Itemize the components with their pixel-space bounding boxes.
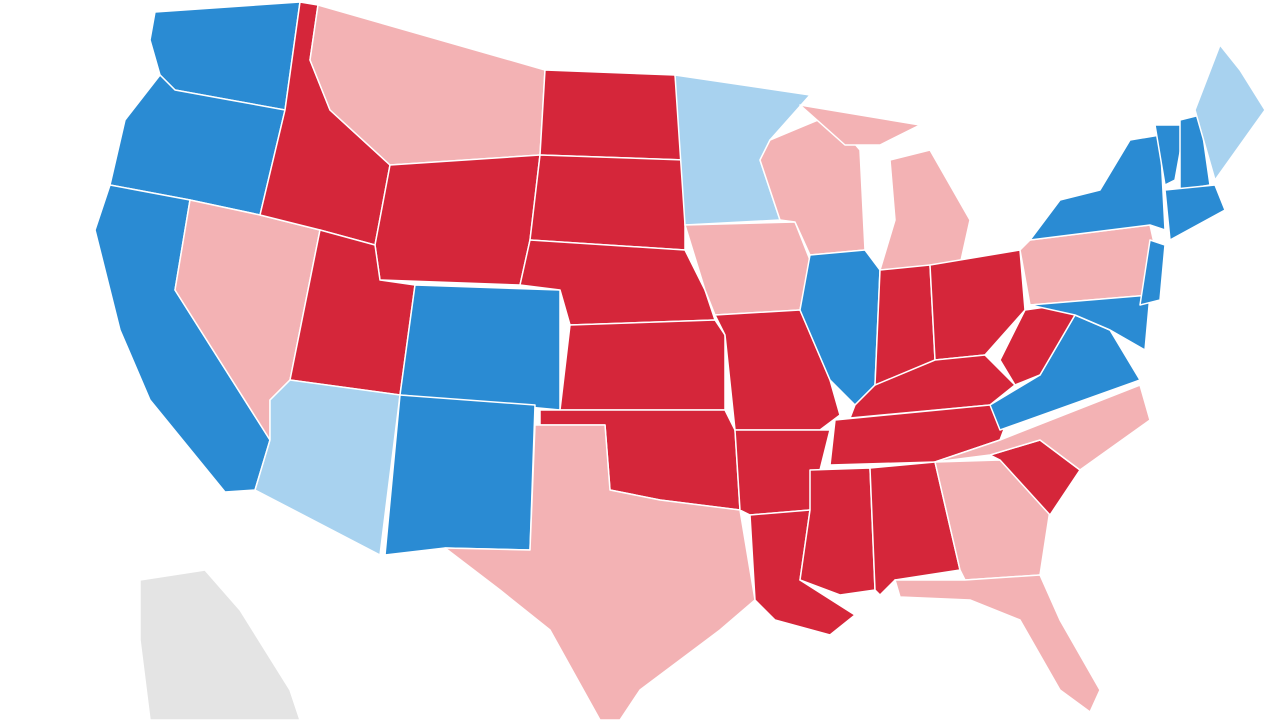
state-ak	[139, 569, 301, 720]
state-oh	[929, 249, 1026, 361]
state-nj	[1139, 239, 1166, 306]
state-sd	[529, 154, 686, 251]
state-me	[1194, 44, 1266, 181]
state-ma	[1164, 184, 1226, 241]
state-ks	[559, 319, 726, 411]
state-nc	[934, 384, 1151, 471]
state-ny	[1029, 134, 1166, 241]
state-vt	[1154, 124, 1186, 186]
state-fl	[894, 574, 1101, 713]
state-tx	[444, 424, 756, 720]
state-mi	[799, 104, 921, 146]
state-co	[399, 284, 561, 411]
state-ms	[799, 467, 876, 596]
state-wy	[374, 154, 541, 286]
state-nd	[539, 69, 686, 161]
state-az	[254, 379, 401, 556]
state-mi	[879, 149, 971, 271]
state-nm	[384, 394, 536, 556]
state-md	[1029, 294, 1151, 351]
